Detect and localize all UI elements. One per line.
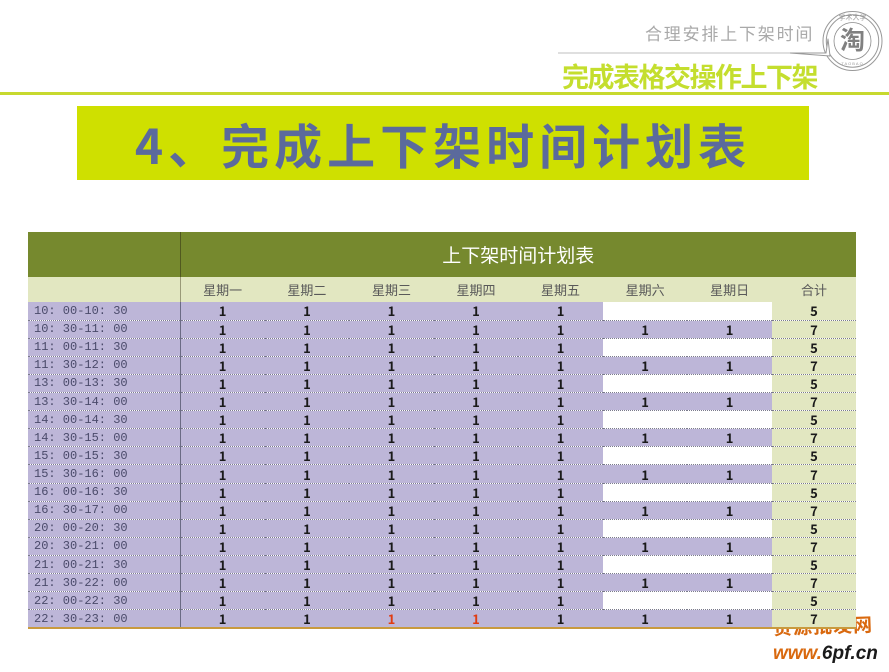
svg-text:TAOBAO: TAOBAO: [841, 61, 863, 66]
svg-text:淘: 淘: [840, 21, 865, 57]
